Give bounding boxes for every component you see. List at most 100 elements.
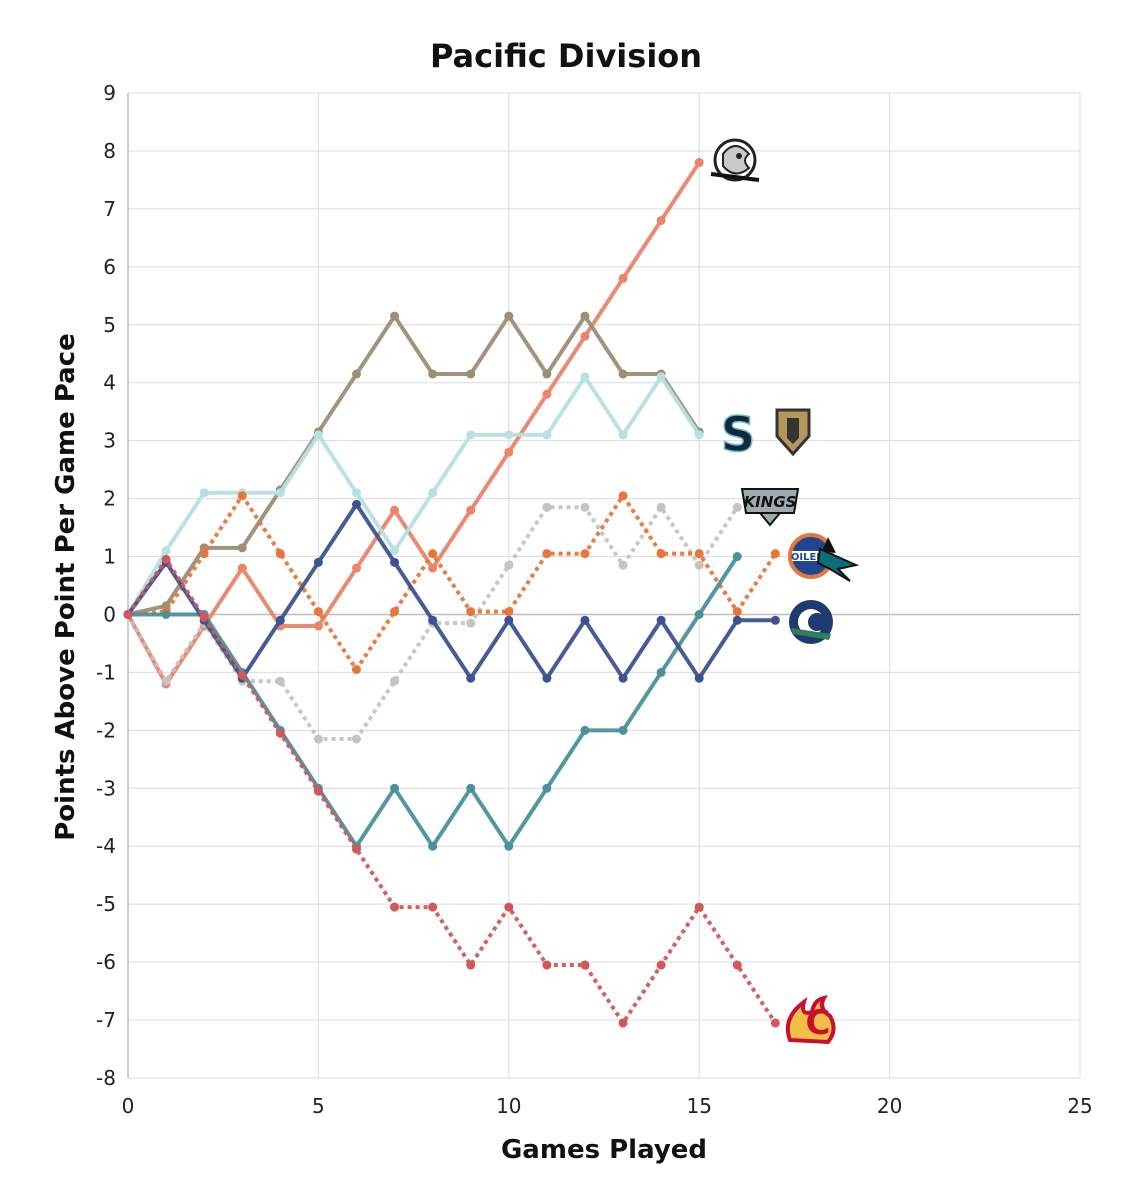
data-point — [466, 607, 476, 617]
data-point — [390, 311, 400, 321]
data-point — [580, 311, 590, 321]
data-point — [313, 786, 323, 796]
y-tick-label: -3 — [96, 776, 116, 800]
y-tick-label: 8 — [103, 139, 116, 163]
data-point — [466, 783, 476, 793]
series-lines — [123, 158, 780, 1028]
y-tick-label: 9 — [103, 81, 116, 105]
data-point — [504, 607, 514, 617]
data-point — [694, 549, 704, 559]
data-point — [694, 673, 704, 683]
svg-text:KINGS: KINGS — [744, 493, 797, 511]
data-point — [504, 841, 514, 851]
data-point — [390, 505, 400, 515]
data-point — [504, 430, 514, 440]
y-tick-labels: -8 -7 -6 -5 -4 -3 -2 -1 0 1 2 3 4 5 6 7 8 9 — [96, 81, 116, 1090]
data-point — [542, 783, 552, 793]
data-point — [275, 728, 285, 738]
data-point — [656, 549, 666, 559]
x-tick-label: 5 — [312, 1094, 325, 1118]
data-point — [390, 557, 400, 567]
data-point — [770, 615, 780, 625]
data-point — [694, 430, 704, 440]
data-point — [428, 902, 438, 912]
data-point — [618, 430, 628, 440]
data-point — [732, 960, 742, 970]
data-point — [694, 609, 704, 619]
data-point — [161, 676, 171, 686]
data-point — [656, 372, 666, 382]
data-point — [313, 557, 323, 567]
data-point — [275, 615, 285, 625]
svg-text:OILERS: OILERS — [791, 552, 831, 563]
ducks-logo — [710, 138, 760, 182]
data-point — [275, 676, 285, 686]
data-point — [275, 549, 285, 559]
y-tick-label: -1 — [96, 660, 116, 684]
series-line — [126, 557, 778, 1025]
data-point — [466, 673, 476, 683]
y-tick-label: 0 — [103, 602, 116, 626]
data-point — [161, 554, 171, 564]
data-point — [351, 369, 361, 379]
y-tick-label: 2 — [103, 487, 116, 511]
data-point — [542, 960, 552, 970]
data-point — [504, 311, 514, 321]
data-point — [656, 615, 666, 625]
data-point — [542, 389, 552, 399]
data-point — [237, 563, 247, 573]
data-point — [618, 1018, 628, 1028]
golden-knights-logo — [775, 408, 811, 457]
series-seattle-kraken — [123, 372, 704, 619]
series-san-jose-sharks — [123, 552, 742, 851]
y-tick-label: -5 — [96, 892, 116, 916]
kraken-logo: S — [720, 406, 756, 464]
data-point — [504, 447, 514, 457]
data-point — [580, 502, 590, 512]
y-tick-label: 5 — [103, 313, 116, 337]
data-point — [237, 670, 247, 680]
data-point — [732, 607, 742, 617]
data-point — [542, 549, 552, 559]
data-point — [580, 549, 590, 559]
data-point — [694, 902, 704, 912]
svg-text:C: C — [806, 1003, 831, 1043]
y-tick-label: -7 — [96, 1008, 116, 1032]
x-axis-title: Games Played — [501, 1135, 707, 1165]
x-tick-label: 20 — [877, 1094, 902, 1118]
data-point — [618, 725, 628, 735]
data-point — [390, 783, 400, 793]
data-point — [428, 615, 438, 625]
data-point — [237, 543, 247, 553]
data-point — [504, 902, 514, 912]
data-point — [161, 609, 171, 619]
data-point — [428, 369, 438, 379]
data-point — [580, 960, 590, 970]
data-point — [313, 430, 323, 440]
data-point — [732, 615, 742, 625]
data-point — [428, 841, 438, 851]
data-point — [199, 612, 209, 622]
data-point — [313, 607, 323, 617]
series-vegas-golden-knights — [123, 311, 704, 619]
data-point — [351, 499, 361, 509]
data-point — [466, 960, 476, 970]
data-point — [580, 372, 590, 382]
kings-logo: KINGS — [740, 488, 800, 527]
canucks-logo — [789, 600, 833, 644]
data-point — [504, 560, 514, 570]
data-point — [390, 676, 400, 686]
data-point — [694, 560, 704, 570]
data-point — [618, 273, 628, 283]
data-point — [656, 502, 666, 512]
data-point — [580, 725, 590, 735]
series-line — [127, 493, 778, 672]
data-point — [313, 734, 323, 744]
data-point — [542, 502, 552, 512]
data-point — [351, 563, 361, 573]
data-point — [580, 615, 590, 625]
grid-lines — [127, 92, 1081, 1079]
data-point — [694, 158, 704, 168]
data-point — [656, 215, 666, 225]
